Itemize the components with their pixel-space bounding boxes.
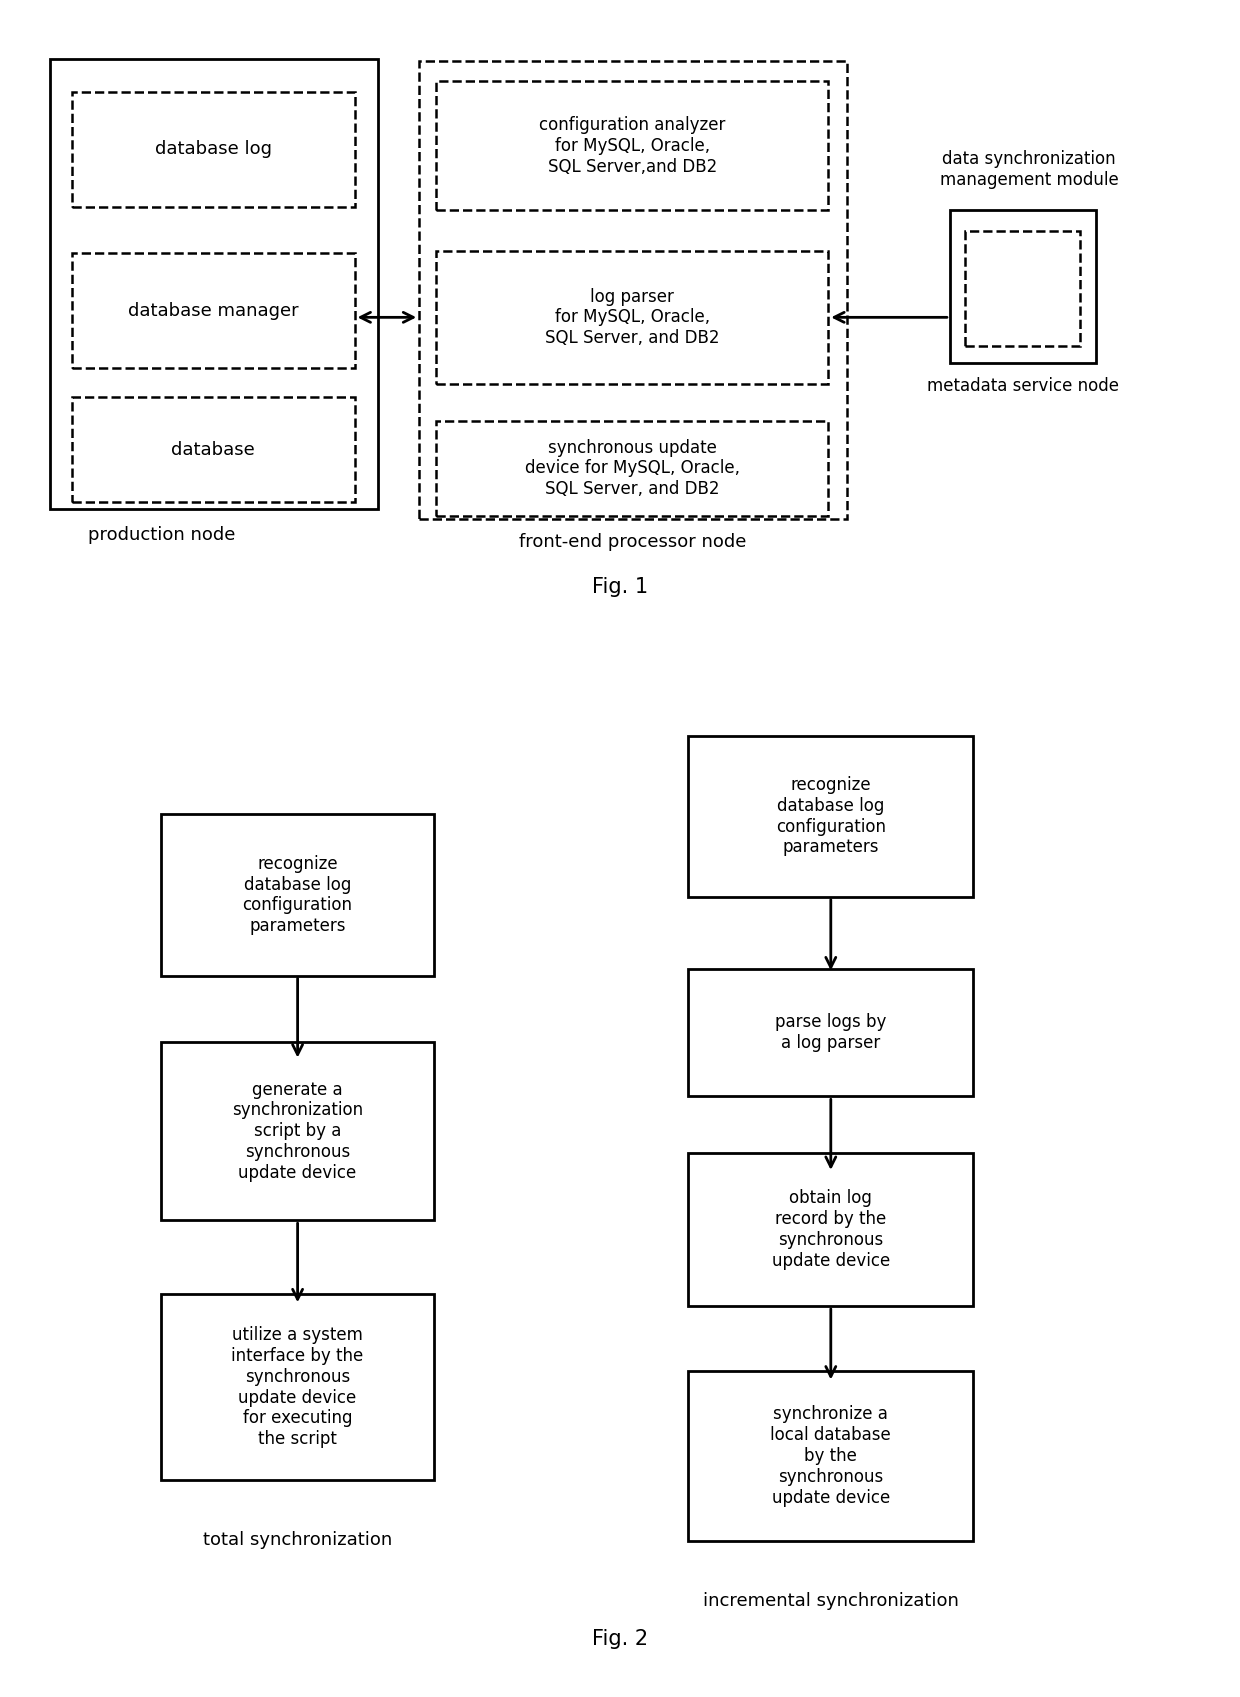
Text: metadata service node: metadata service node <box>928 377 1118 395</box>
Bar <box>965 231 1080 346</box>
Bar <box>161 815 434 976</box>
Bar <box>72 253 355 368</box>
Text: production node: production node <box>88 526 234 545</box>
Text: incremental synchronization: incremental synchronization <box>703 1592 959 1610</box>
Bar <box>688 1154 973 1307</box>
Text: generate a
synchronization
script by a
synchronous
update device: generate a synchronization script by a s… <box>232 1081 363 1181</box>
Text: data synchronization
management module: data synchronization management module <box>940 151 1118 188</box>
Bar <box>419 61 847 519</box>
Text: Fig. 1: Fig. 1 <box>591 577 649 597</box>
Bar <box>72 92 355 207</box>
Text: database log: database log <box>155 141 272 158</box>
Text: front-end processor node: front-end processor node <box>518 533 746 552</box>
Text: total synchronization: total synchronization <box>203 1531 392 1549</box>
Text: parse logs by
a log parser: parse logs by a log parser <box>775 1013 887 1052</box>
Bar <box>436 251 828 384</box>
Bar <box>688 1371 973 1541</box>
Bar <box>436 421 828 516</box>
Bar <box>688 969 973 1096</box>
Text: configuration analyzer
for MySQL, Oracle,
SQL Server,and DB2: configuration analyzer for MySQL, Oracle… <box>539 115 725 176</box>
Text: synchronize a
local database
by the
synchronous
update device: synchronize a local database by the sync… <box>770 1405 892 1507</box>
Bar <box>161 1293 434 1480</box>
Text: Fig. 2: Fig. 2 <box>591 1629 649 1649</box>
Text: database: database <box>171 441 255 458</box>
Text: recognize
database log
configuration
parameters: recognize database log configuration par… <box>243 855 352 935</box>
Bar <box>72 397 355 502</box>
Text: synchronous update
device for MySQL, Oracle,
SQL Server, and DB2: synchronous update device for MySQL, Ora… <box>525 438 740 499</box>
Text: database manager: database manager <box>128 302 299 319</box>
Bar <box>50 59 378 509</box>
Bar <box>161 1042 434 1220</box>
Text: log parser
for MySQL, Oracle,
SQL Server, and DB2: log parser for MySQL, Oracle, SQL Server… <box>546 287 719 348</box>
Text: obtain log
record by the
synchronous
update device: obtain log record by the synchronous upd… <box>771 1190 890 1269</box>
Text: utilize a system
interface by the
synchronous
update device
for executing
the sc: utilize a system interface by the synchr… <box>232 1325 363 1448</box>
Bar <box>436 81 828 210</box>
Bar <box>688 736 973 896</box>
Bar <box>950 210 1096 363</box>
Text: recognize
database log
configuration
parameters: recognize database log configuration par… <box>776 776 885 857</box>
